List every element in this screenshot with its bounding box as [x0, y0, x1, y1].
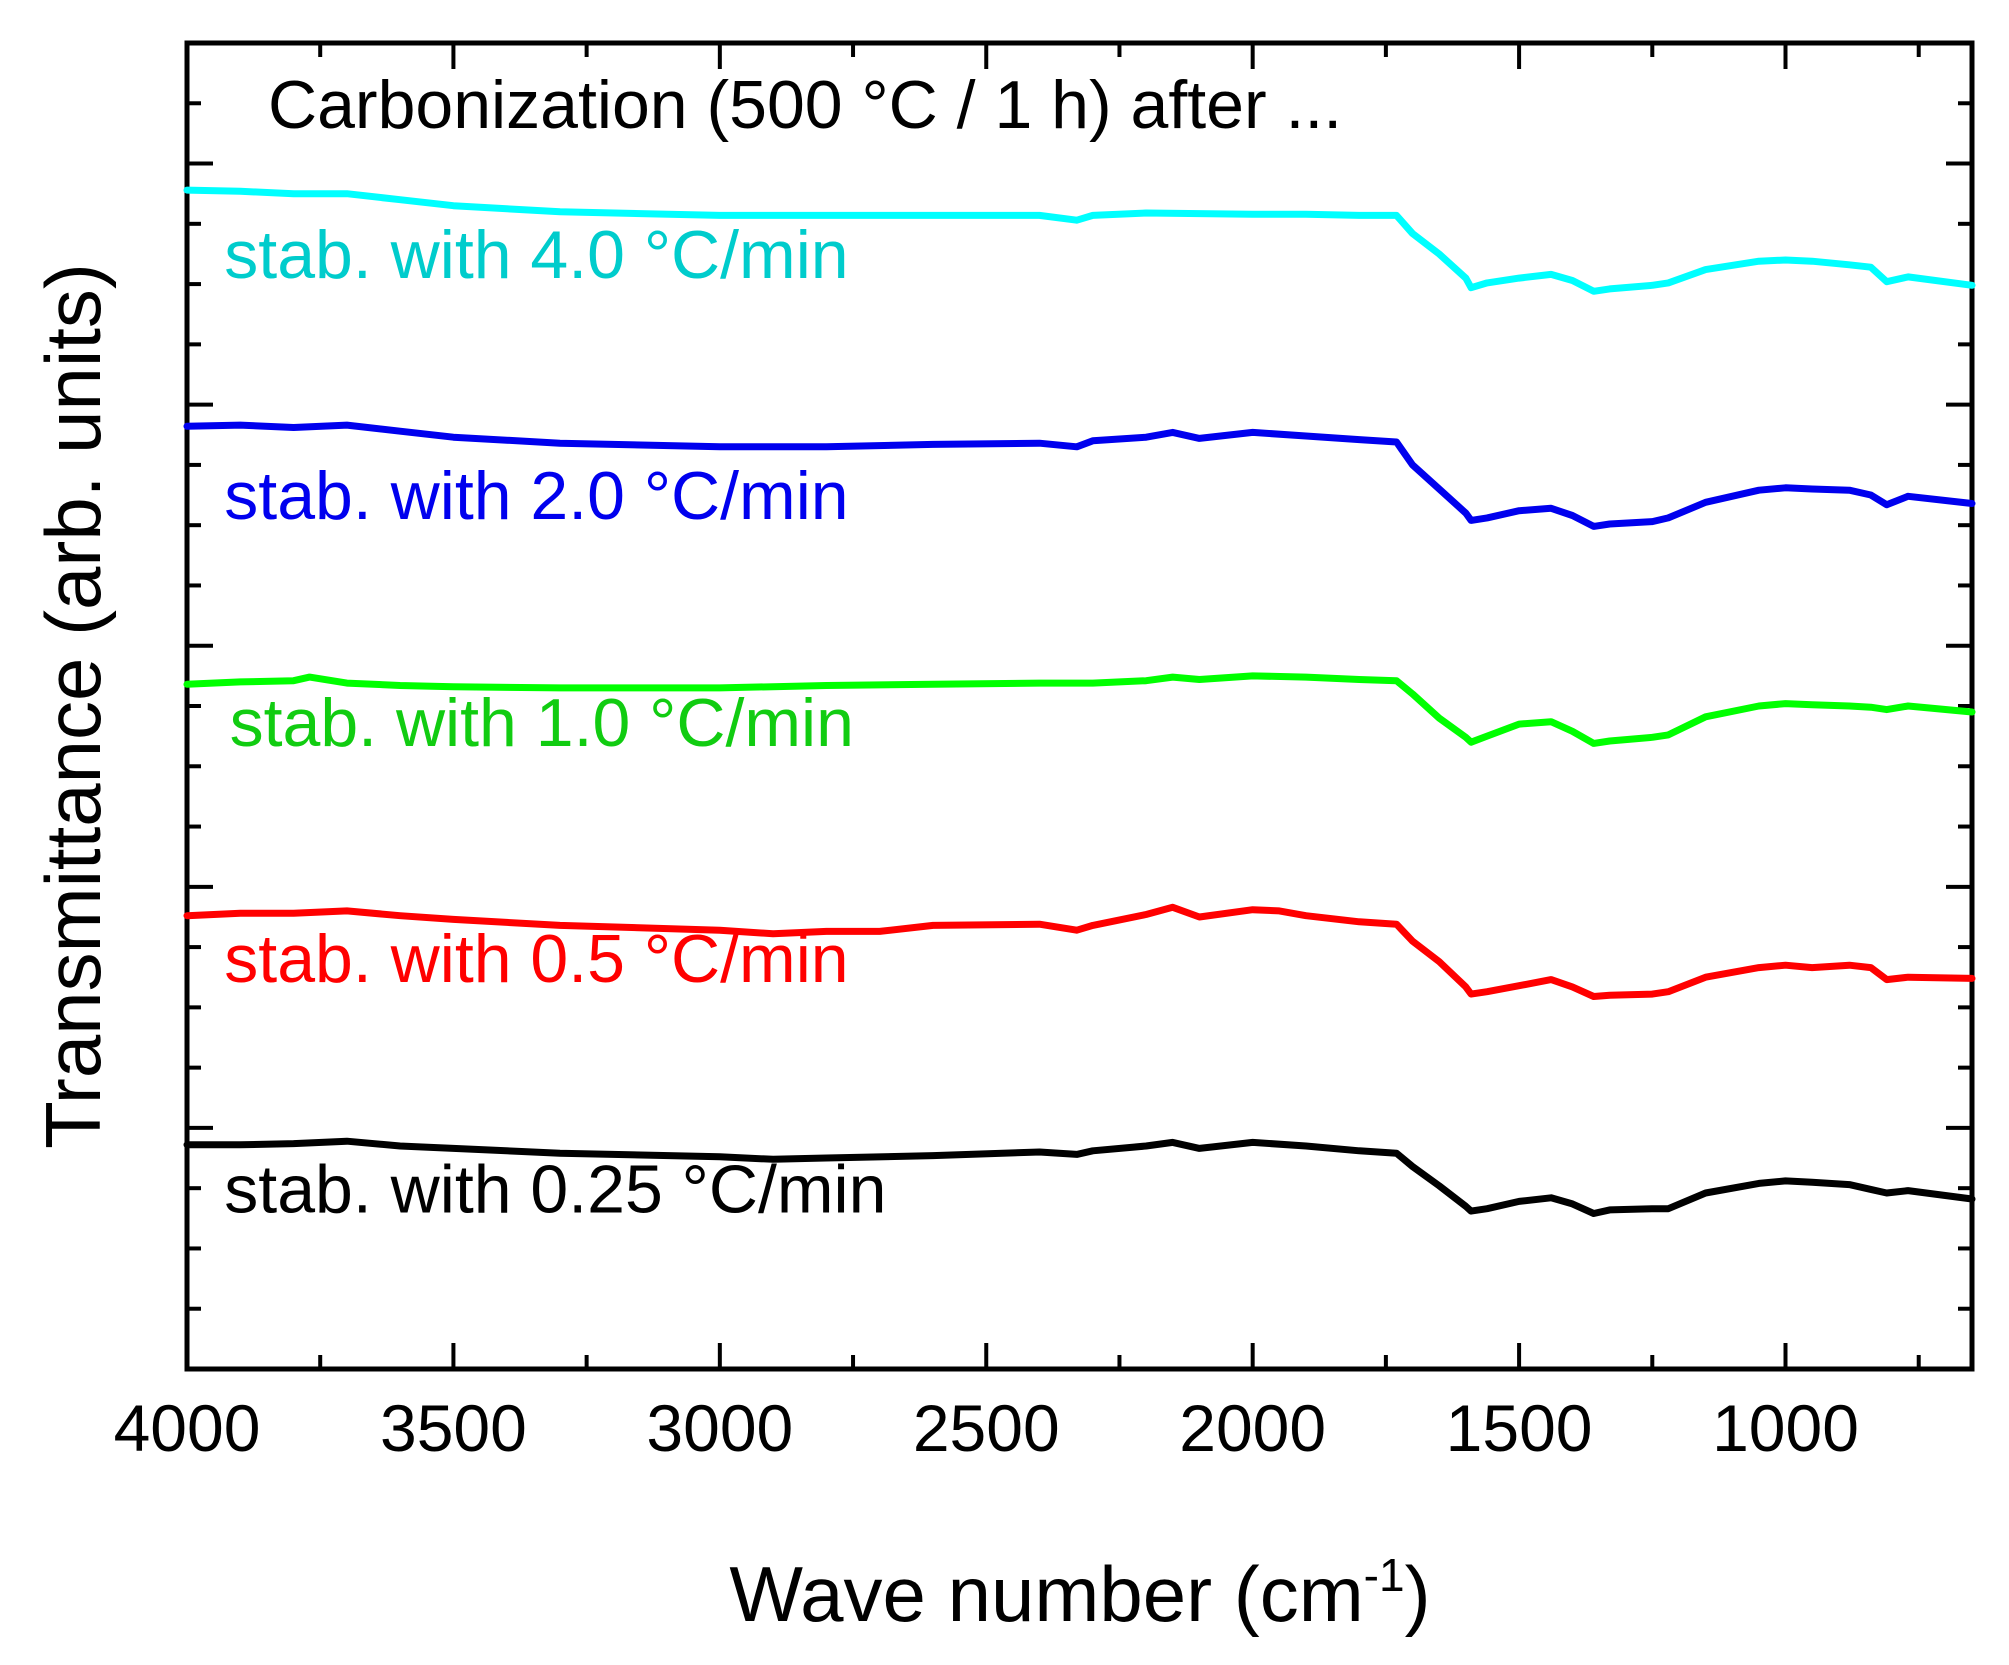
series-lines	[183, 186, 1976, 1217]
series-line-1	[183, 421, 1976, 530]
x-tick-label: 1000	[1712, 1391, 1859, 1465]
x-tick-label: 4000	[114, 1391, 261, 1465]
x-axis-title-end: )	[1405, 1550, 1431, 1638]
x-axis-title-main: Wave number (cm	[729, 1550, 1363, 1638]
series-line-4	[183, 1137, 1976, 1217]
x-tick-label: 1500	[1446, 1391, 1593, 1465]
x-axis-title: Wave number (cm-1)	[729, 1549, 1430, 1638]
series-line-3	[183, 903, 1976, 1000]
series-label-1: stab. with 2.0 °C/min	[224, 458, 848, 534]
x-tick-label: 2000	[1179, 1391, 1326, 1465]
x-tick-label: 3500	[380, 1391, 527, 1465]
series-line-0	[183, 186, 1976, 295]
x-tick-label: 3000	[646, 1391, 793, 1465]
series-label-3: stab. with 0.5 °C/min	[224, 921, 848, 997]
series-label-4: stab. with 0.25 °C/min	[224, 1151, 886, 1227]
chart-annotation: Carbonization (500 °C / 1 h) after ...	[268, 67, 1342, 143]
y-axis-title: Transmittance (arb. units)	[29, 263, 117, 1149]
series-labels: stab. with 4.0 °C/min stab. with 2.0 °C/m…	[224, 217, 886, 1227]
x-axis-title-sup: -1	[1364, 1549, 1405, 1601]
x-tick-label: 2500	[913, 1391, 1060, 1465]
x-tick-labels: 4000 3500 3000 2500 2000 1500 1000	[114, 1391, 1859, 1465]
series-label-2: stab. with 1.0 °C/min	[230, 685, 854, 761]
tick-marks	[185, 43, 1972, 1369]
series-line-2	[183, 672, 1976, 747]
series-label-0: stab. with 4.0 °C/min	[224, 217, 848, 293]
